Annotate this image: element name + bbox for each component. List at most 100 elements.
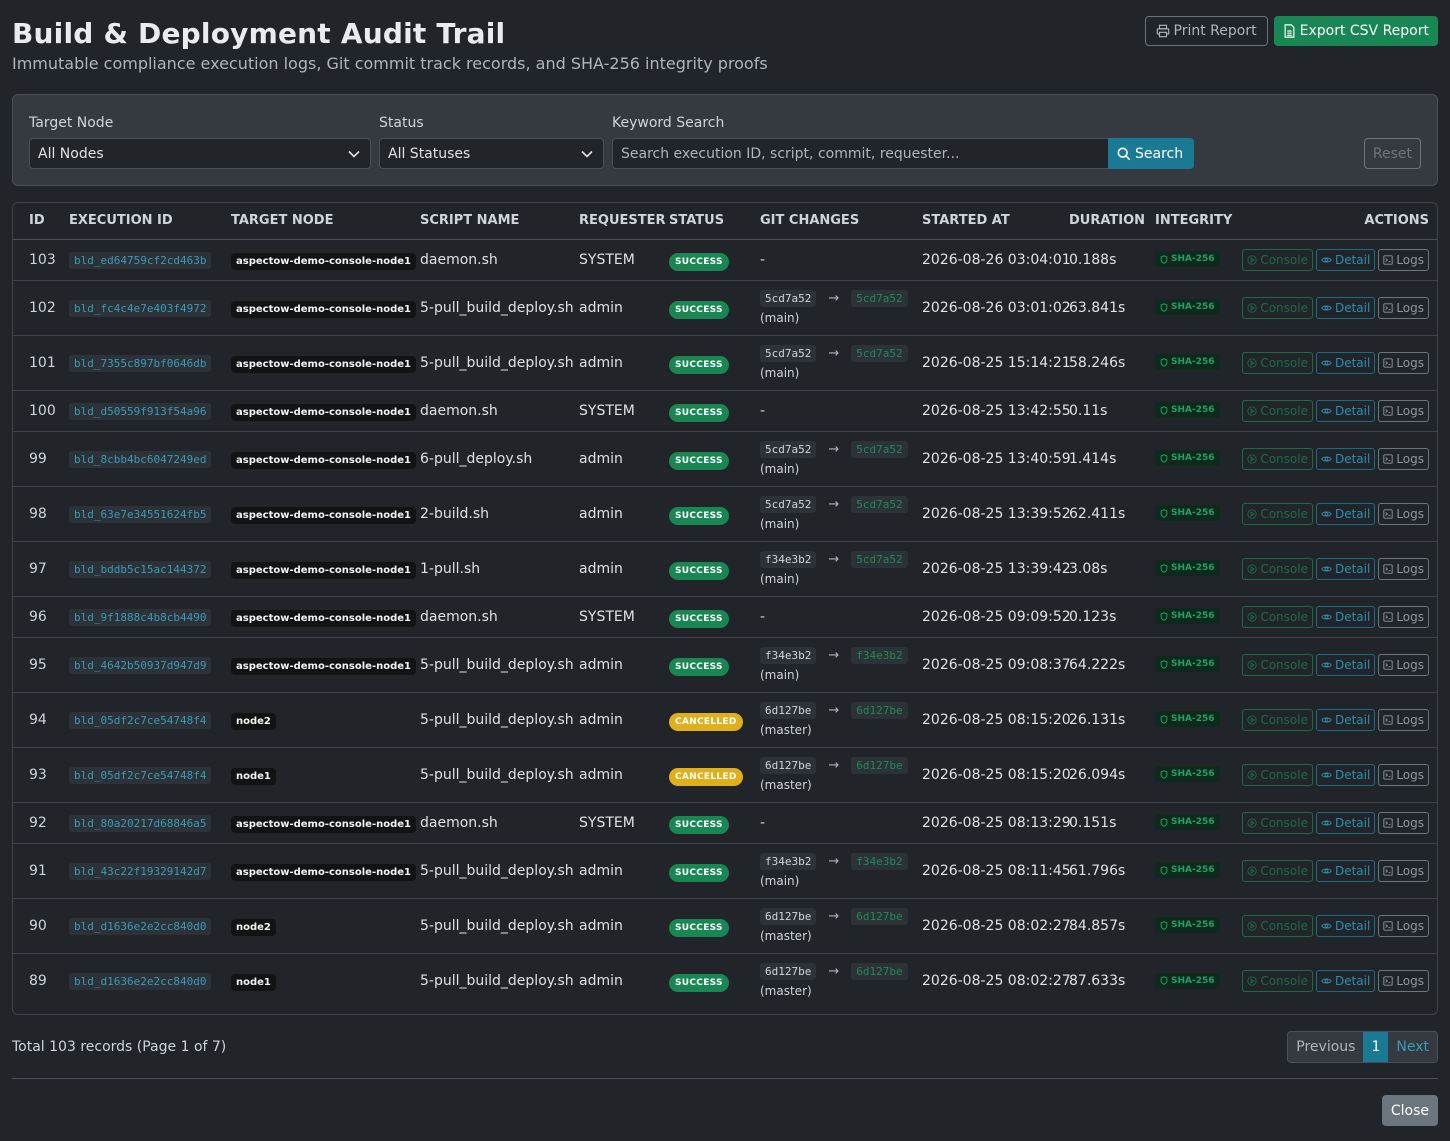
page-button-current[interactable]: 1 <box>1363 1032 1389 1062</box>
node-badge: node2 <box>231 918 276 936</box>
execution-id-link[interactable]: bld_05df2c7ce54748f4 <box>69 766 212 784</box>
cell-execution-id: bld_ed64759cf2cd463b <box>65 239 227 280</box>
logs-button[interactable]: Logs <box>1378 605 1429 628</box>
console-button[interactable]: Console <box>1242 811 1313 834</box>
terminal-icon <box>1383 817 1393 828</box>
console-button[interactable]: Console <box>1242 763 1313 786</box>
cell-status: SUCCESS <box>665 239 756 280</box>
cell-integrity: SHA-256 <box>1151 334 1239 390</box>
cell-integrity: SHA-256 <box>1151 239 1239 280</box>
logs-button[interactable]: Logs <box>1378 248 1429 271</box>
console-button[interactable]: Console <box>1242 605 1313 628</box>
eye-icon <box>1321 303 1332 313</box>
cell-execution-id: bld_d50559f913f54a96 <box>65 389 227 431</box>
logs-button[interactable]: Logs <box>1378 653 1429 676</box>
console-button[interactable]: Console <box>1242 447 1313 470</box>
execution-id-link[interactable]: bld_d1636e2e2cc840d0 <box>69 917 212 935</box>
detail-button[interactable]: Detail <box>1315 447 1376 470</box>
execution-id-link[interactable]: bld_4642b50937d947d9 <box>69 656 212 674</box>
console-label: Console <box>1260 609 1308 624</box>
export-csv-button[interactable]: Export CSV Report <box>1273 16 1438 46</box>
next-page-button[interactable]: Next <box>1388 1032 1437 1062</box>
table-row: 91 bld_43c22f19329142d7 aspectow-demo-cons… <box>13 842 1437 898</box>
cell-id: 97 <box>13 540 65 596</box>
cell-id: 95 <box>13 636 65 692</box>
cell-git-changes: 6d127be → 6d127be (master) <box>756 691 918 747</box>
logs-button[interactable]: Logs <box>1378 557 1429 580</box>
detail-button[interactable]: Detail <box>1315 248 1376 271</box>
logs-button[interactable]: Logs <box>1378 447 1429 470</box>
cell-target-node: aspectow-demo-console-node1 <box>227 239 416 280</box>
logs-button[interactable]: Logs <box>1378 763 1429 786</box>
git-commit-line: 6d127be → 6d127be <box>760 757 914 774</box>
execution-id-link[interactable]: bld_80a20217d68846a5 <box>69 814 212 832</box>
logs-button[interactable]: Logs <box>1378 859 1429 882</box>
execution-id-link[interactable]: bld_bddb5c15ac144372 <box>69 560 212 578</box>
console-button[interactable]: Console <box>1242 248 1313 271</box>
detail-button[interactable]: Detail <box>1315 859 1376 882</box>
search-button-label: Search <box>1135 145 1184 162</box>
cell-target-node: aspectow-demo-console-node1 <box>227 430 416 486</box>
execution-id-link[interactable]: bld_63e7e34551624fb5 <box>69 505 212 523</box>
close-button[interactable]: Close <box>1381 1095 1438 1126</box>
detail-button[interactable]: Detail <box>1315 557 1376 580</box>
logs-button[interactable]: Logs <box>1378 969 1429 992</box>
detail-button[interactable]: Detail <box>1315 914 1376 937</box>
print-report-button[interactable]: Print Report <box>1144 16 1268 46</box>
detail-button[interactable]: Detail <box>1315 653 1376 676</box>
terminal-icon <box>1383 405 1393 416</box>
execution-id-link[interactable]: bld_7355c897bf0646db <box>69 354 212 372</box>
detail-button[interactable]: Detail <box>1315 605 1376 628</box>
console-button[interactable]: Console <box>1242 296 1313 319</box>
table-row: 97 bld_bddb5c15ac144372 aspectow-demo-cons… <box>13 540 1437 596</box>
console-button[interactable]: Console <box>1242 859 1313 882</box>
detail-button[interactable]: Detail <box>1315 502 1376 525</box>
detail-button[interactable]: Detail <box>1315 708 1376 731</box>
execution-id-link[interactable]: bld_8cbb4bc6047249ed <box>69 450 212 468</box>
cell-status: SUCCESS <box>665 595 756 637</box>
keyword-search-input[interactable] <box>612 138 1108 169</box>
console-button[interactable]: Console <box>1242 502 1313 525</box>
execution-id-link[interactable]: bld_9f1888c4b8cb4490 <box>69 608 212 626</box>
logs-button[interactable]: Logs <box>1378 914 1429 937</box>
cell-script-name: 5-pull_build_deploy.sh <box>416 952 575 1008</box>
detail-button[interactable]: Detail <box>1315 969 1376 992</box>
console-button[interactable]: Console <box>1242 969 1313 992</box>
detail-button[interactable]: Detail <box>1315 811 1376 834</box>
console-button[interactable]: Console <box>1242 399 1313 422</box>
search-button[interactable]: Search <box>1108 138 1195 169</box>
detail-button[interactable]: Detail <box>1315 296 1376 319</box>
execution-id-link[interactable]: bld_d1636e2e2cc840d0 <box>69 972 212 990</box>
logs-button[interactable]: Logs <box>1378 811 1429 834</box>
cell-requester: admin <box>575 430 665 486</box>
console-button[interactable]: Console <box>1242 653 1313 676</box>
execution-id-link[interactable]: bld_ed64759cf2cd463b <box>69 251 212 269</box>
logs-button[interactable]: Logs <box>1378 399 1429 422</box>
execution-id-link[interactable]: bld_05df2c7ce54748f4 <box>69 711 212 729</box>
console-button[interactable]: Console <box>1242 914 1313 937</box>
console-button[interactable]: Console <box>1242 708 1313 731</box>
detail-button[interactable]: Detail <box>1315 351 1376 374</box>
detail-button[interactable]: Detail <box>1315 399 1376 422</box>
node-filter-select[interactable]: All Nodes <box>29 138 371 169</box>
logs-button[interactable]: Logs <box>1378 351 1429 374</box>
cell-integrity: SHA-256 <box>1151 842 1239 898</box>
execution-id-link[interactable]: bld_fc4c4e7e403f4972 <box>69 299 212 317</box>
logs-button[interactable]: Logs <box>1378 708 1429 731</box>
execution-id-link[interactable]: bld_d50559f913f54a96 <box>69 402 212 420</box>
logs-button[interactable]: Logs <box>1378 296 1429 319</box>
arrow-right-icon: → <box>828 964 840 980</box>
logs-button[interactable]: Logs <box>1378 502 1429 525</box>
git-commit-line: 5cd7a52 → 5cd7a52 <box>760 345 914 362</box>
status-filter-select[interactable]: All Statuses <box>379 138 604 169</box>
console-button[interactable]: Console <box>1242 557 1313 580</box>
detail-button[interactable]: Detail <box>1315 763 1376 786</box>
row-actions: Console Detail Logs <box>1242 605 1433 628</box>
cell-duration: 26.131s <box>1065 691 1151 747</box>
execution-id-link[interactable]: bld_43c22f19329142d7 <box>69 862 212 880</box>
console-label: Console <box>1260 561 1308 576</box>
shield-icon <box>1160 611 1168 621</box>
reset-button[interactable]: Reset <box>1363 138 1421 169</box>
console-button[interactable]: Console <box>1242 351 1313 374</box>
previous-page-button[interactable]: Previous <box>1288 1032 1364 1062</box>
